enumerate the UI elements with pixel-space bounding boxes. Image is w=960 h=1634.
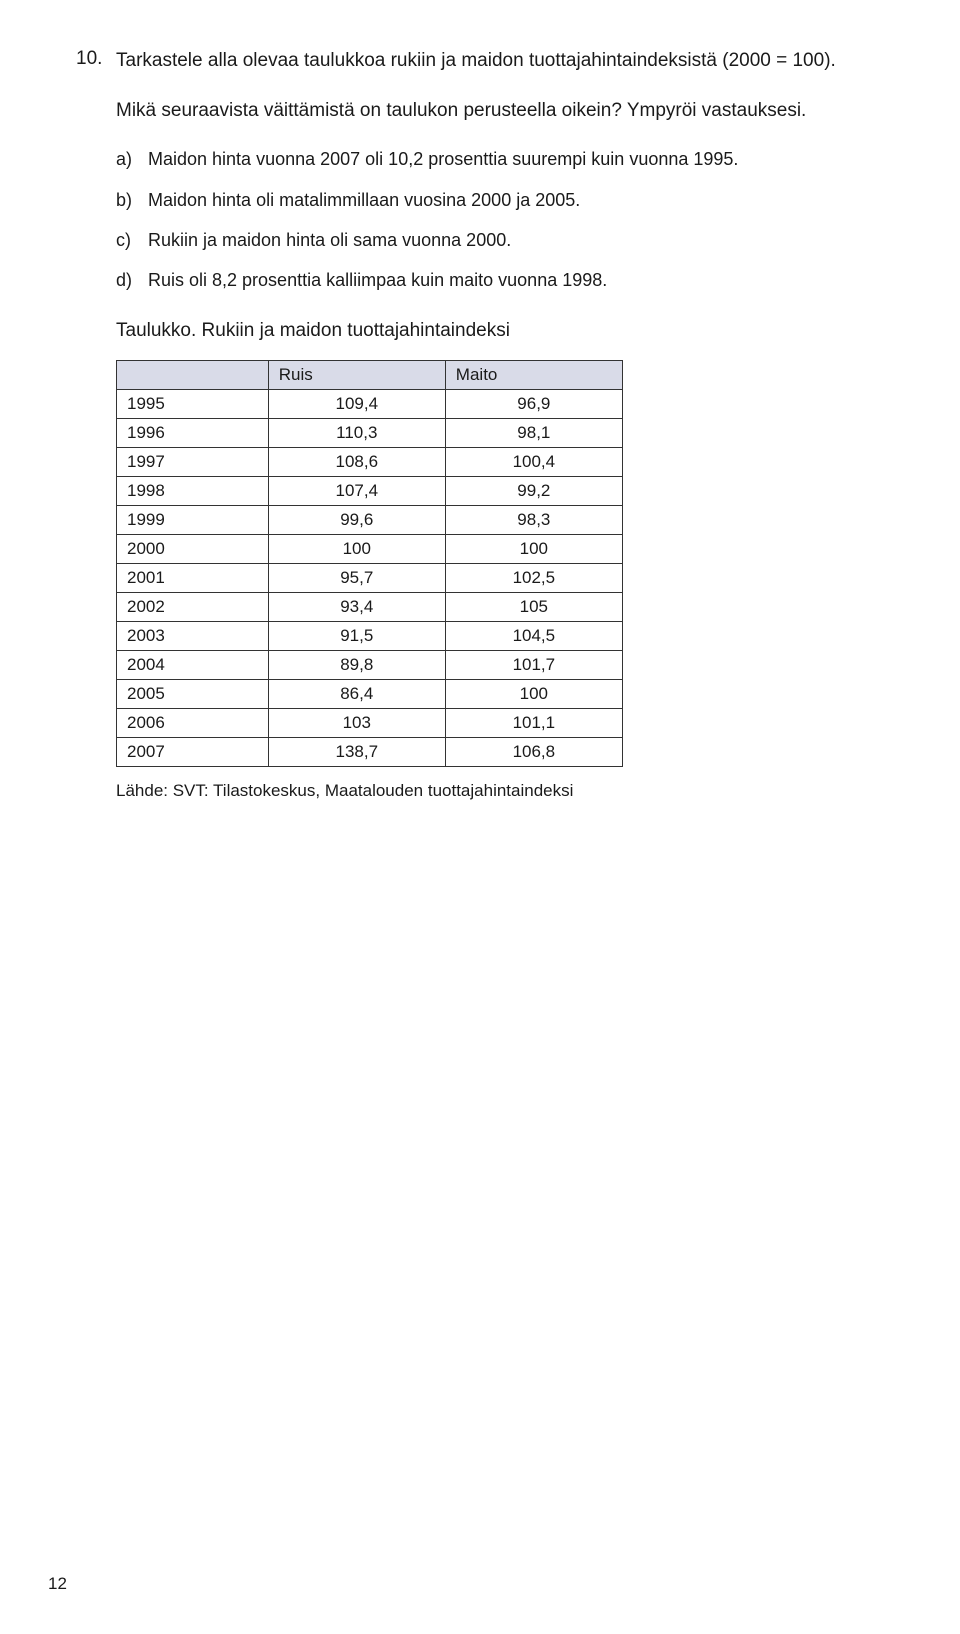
cell-year: 2000 — [117, 535, 269, 564]
question-header: 10. Tarkastele alla olevaa taulukkoa ruk… — [76, 48, 884, 74]
question-number: 10. — [76, 48, 116, 70]
cell-maito: 101,7 — [445, 651, 622, 680]
cell-maito: 98,1 — [445, 419, 622, 448]
table-row: 200489,8101,7 — [117, 651, 623, 680]
cell-year: 1995 — [117, 390, 269, 419]
page: 10. Tarkastele alla olevaa taulukkoa ruk… — [0, 0, 960, 1634]
cell-ruis: 103 — [268, 709, 445, 738]
table-row: 200586,4100 — [117, 680, 623, 709]
cell-year: 2002 — [117, 593, 269, 622]
question-body: Mikä seuraavista väittämistä on taulukon… — [116, 98, 884, 802]
option-text: Maidon hinta vuonna 2007 oli 10,2 prosen… — [148, 147, 884, 171]
cell-ruis: 138,7 — [268, 738, 445, 767]
question-prompt: Mikä seuraavista väittämistä on taulukon… — [116, 98, 884, 124]
table-caption: Taulukko. Rukiin ja maidon tuottajahinta… — [116, 320, 884, 342]
cell-maito: 98,3 — [445, 506, 622, 535]
table-row: 1995109,496,9 — [117, 390, 623, 419]
option-text: Rukiin ja maidon hinta oli sama vuonna 2… — [148, 228, 884, 252]
cell-ruis: 109,4 — [268, 390, 445, 419]
option-text: Ruis oli 8,2 prosenttia kalliimpaa kuin … — [148, 268, 884, 292]
cell-ruis: 107,4 — [268, 477, 445, 506]
page-number: 12 — [48, 1574, 67, 1594]
col-maito: Maito — [445, 361, 622, 390]
cell-maito: 105 — [445, 593, 622, 622]
cell-year: 2001 — [117, 564, 269, 593]
col-blank — [117, 361, 269, 390]
option-c[interactable]: c) Rukiin ja maidon hinta oli sama vuonn… — [116, 228, 884, 252]
table-header-row: Ruis Maito — [117, 361, 623, 390]
table-row: 2000100100 — [117, 535, 623, 564]
cell-year: 1999 — [117, 506, 269, 535]
cell-ruis: 95,7 — [268, 564, 445, 593]
table-row: 199999,698,3 — [117, 506, 623, 535]
cell-ruis: 91,5 — [268, 622, 445, 651]
cell-ruis: 93,4 — [268, 593, 445, 622]
question-title: Tarkastele alla olevaa taulukkoa rukiin … — [116, 48, 836, 74]
cell-ruis: 89,8 — [268, 651, 445, 680]
cell-maito: 100 — [445, 680, 622, 709]
option-letter: a) — [116, 147, 148, 171]
cell-year: 2004 — [117, 651, 269, 680]
table-row: 2006103101,1 — [117, 709, 623, 738]
option-d[interactable]: d) Ruis oli 8,2 prosenttia kalliimpaa ku… — [116, 268, 884, 292]
option-letter: d) — [116, 268, 148, 292]
cell-ruis: 110,3 — [268, 419, 445, 448]
cell-maito: 99,2 — [445, 477, 622, 506]
cell-year: 1997 — [117, 448, 269, 477]
table-row: 1996110,398,1 — [117, 419, 623, 448]
cell-maito: 104,5 — [445, 622, 622, 651]
table-row: 2007138,7106,8 — [117, 738, 623, 767]
table-source: Lähde: SVT: Tilastokeskus, Maatalouden t… — [116, 781, 884, 801]
cell-year: 1998 — [117, 477, 269, 506]
cell-year: 2006 — [117, 709, 269, 738]
cell-ruis: 108,6 — [268, 448, 445, 477]
table-row: 1997108,6100,4 — [117, 448, 623, 477]
data-table: Ruis Maito 1995109,496,91996110,398,1199… — [116, 360, 623, 767]
cell-maito: 96,9 — [445, 390, 622, 419]
cell-ruis: 99,6 — [268, 506, 445, 535]
cell-maito: 100,4 — [445, 448, 622, 477]
col-ruis: Ruis — [268, 361, 445, 390]
cell-year: 2005 — [117, 680, 269, 709]
cell-maito: 102,5 — [445, 564, 622, 593]
table-body: 1995109,496,91996110,398,11997108,6100,4… — [117, 390, 623, 767]
option-text: Maidon hinta oli matalimmillaan vuosina … — [148, 188, 884, 212]
option-b[interactable]: b) Maidon hinta oli matalimmillaan vuosi… — [116, 188, 884, 212]
option-letter: c) — [116, 228, 148, 252]
cell-maito: 101,1 — [445, 709, 622, 738]
cell-maito: 106,8 — [445, 738, 622, 767]
option-letter: b) — [116, 188, 148, 212]
cell-year: 1996 — [117, 419, 269, 448]
cell-year: 2007 — [117, 738, 269, 767]
table-row: 200293,4105 — [117, 593, 623, 622]
cell-ruis: 86,4 — [268, 680, 445, 709]
cell-maito: 100 — [445, 535, 622, 564]
option-a[interactable]: a) Maidon hinta vuonna 2007 oli 10,2 pro… — [116, 147, 884, 171]
cell-ruis: 100 — [268, 535, 445, 564]
cell-year: 2003 — [117, 622, 269, 651]
table-row: 1998107,499,2 — [117, 477, 623, 506]
table-row: 200195,7102,5 — [117, 564, 623, 593]
table-row: 200391,5104,5 — [117, 622, 623, 651]
